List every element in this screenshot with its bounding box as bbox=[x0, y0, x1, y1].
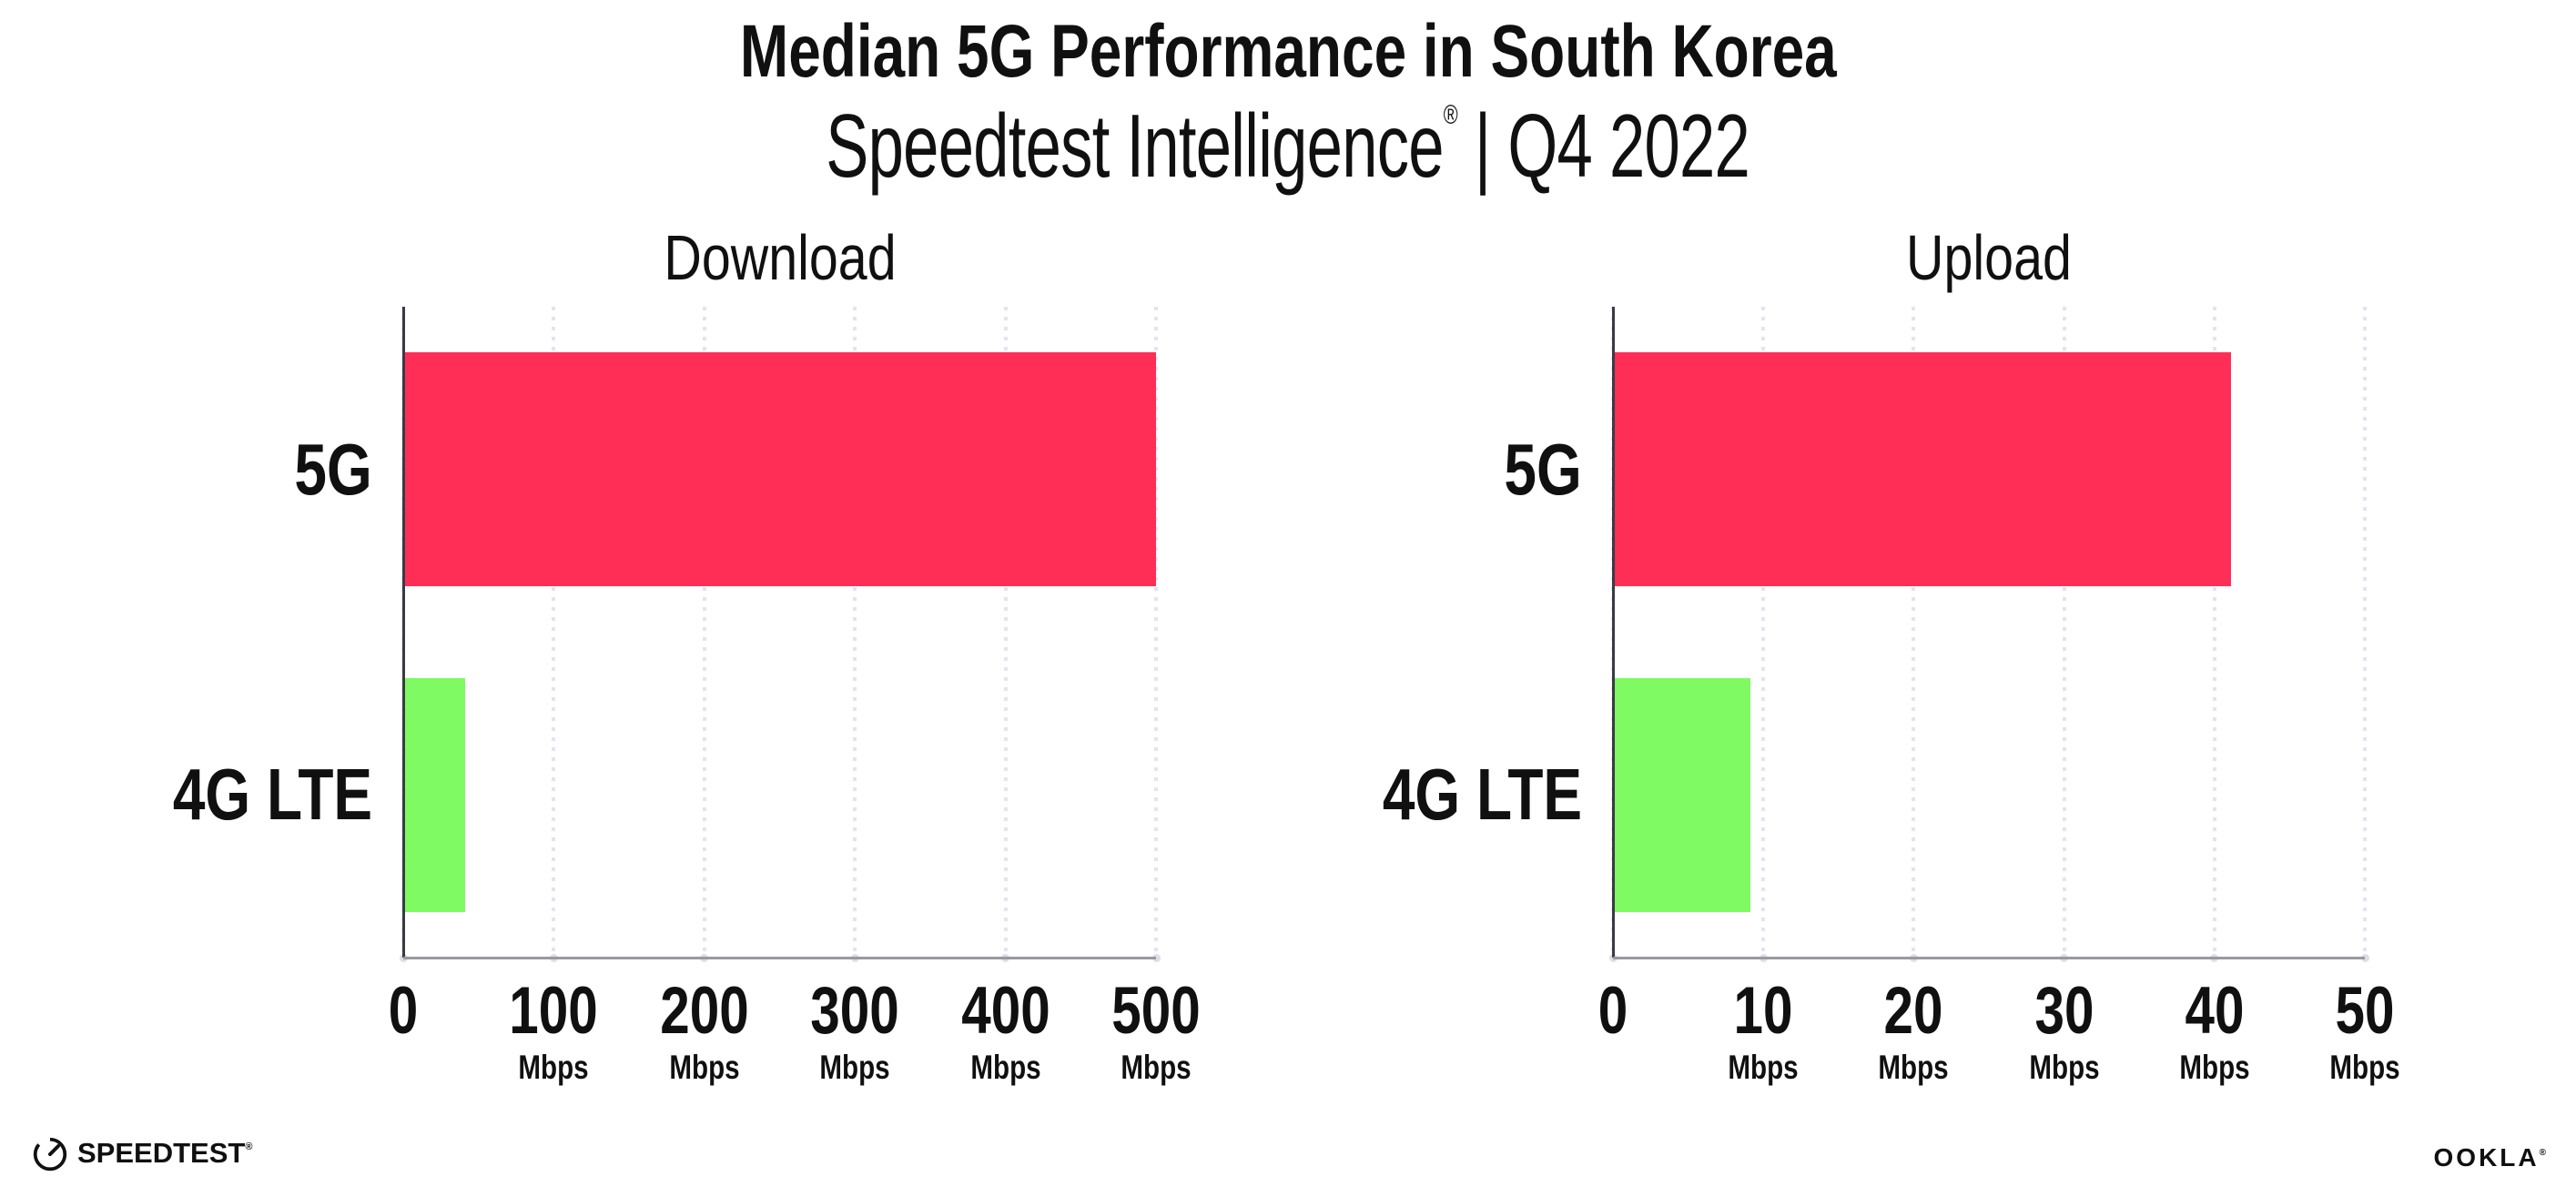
y-axis-spine bbox=[402, 307, 405, 958]
chart-section-title: Download bbox=[663, 222, 897, 293]
tick-value: 400 bbox=[960, 974, 1050, 1048]
tick-unit: Mbps bbox=[1121, 1049, 1192, 1086]
tick-value: 0 bbox=[388, 974, 419, 1048]
tick-unit: Mbps bbox=[969, 1049, 1041, 1086]
download-chart: Download 0 100 Mbps 200 Mbps 300 Mbps 400 Mbps 500… bbox=[173, 222, 1201, 1086]
gridline bbox=[2062, 307, 2066, 958]
tick-value: 50 bbox=[2335, 974, 2395, 1048]
axis-tick-label: 20 Mbps bbox=[1879, 978, 1949, 1087]
tick-value: 200 bbox=[660, 974, 749, 1048]
tick-unit: Mbps bbox=[1878, 1049, 1950, 1086]
axis-tick-label: 0 bbox=[389, 978, 418, 1044]
tick-value: 300 bbox=[810, 974, 899, 1048]
category-label: 5G bbox=[294, 428, 372, 510]
gridline bbox=[1154, 307, 1158, 958]
tick-unit: Mbps bbox=[1728, 1049, 1799, 1086]
subtitle-brand: Speedtest Intelligence bbox=[826, 96, 1445, 196]
tick-value: 30 bbox=[2034, 974, 2094, 1048]
tick-value: 500 bbox=[1111, 974, 1201, 1048]
gridline bbox=[702, 307, 706, 958]
tick-unit: Mbps bbox=[2179, 1049, 2250, 1086]
axis-tick-label: 100 Mbps bbox=[510, 978, 598, 1087]
ookla-registered-mark: ® bbox=[2539, 1148, 2549, 1158]
gridline bbox=[1003, 307, 1008, 958]
axis-tick-label: 200 Mbps bbox=[660, 978, 748, 1087]
tick-value: 100 bbox=[509, 974, 599, 1048]
bar-4g-lte bbox=[405, 677, 466, 912]
speedtest-registered-mark: ® bbox=[245, 1141, 253, 1152]
speedtest-gauge-icon bbox=[33, 1137, 67, 1172]
gridline bbox=[1912, 307, 1916, 958]
y-axis-spine bbox=[1612, 307, 1615, 958]
page-title-text: Median 5G Performance in South Korea bbox=[739, 10, 1837, 93]
gridline bbox=[2363, 307, 2367, 958]
category-label: 4G LTE bbox=[172, 754, 372, 836]
axis-tick-label: 10 Mbps bbox=[1729, 978, 1799, 1087]
ookla-logo: OOKLA® bbox=[2434, 1143, 2549, 1172]
tick-value: 10 bbox=[1733, 974, 1793, 1048]
x-axis-baseline bbox=[1613, 956, 2365, 959]
gridline bbox=[853, 307, 857, 958]
x-axis-baseline bbox=[403, 956, 1156, 959]
page-subtitle: Speedtest Intelligence® | Q4 2022 bbox=[0, 95, 2576, 198]
gridline bbox=[552, 307, 556, 958]
tick-value: 40 bbox=[2185, 974, 2245, 1048]
tick-value: 20 bbox=[1883, 974, 1943, 1048]
upload-chart: Upload 0 10 Mbps 20 Mbps 30 Mbps 40 Mbps 50 Mbps 5G 4… bbox=[1383, 222, 2400, 1086]
category-label: 5G bbox=[1504, 428, 1582, 510]
tick-unit: Mbps bbox=[2028, 1049, 2100, 1086]
axis-tick-label: 0 bbox=[1598, 978, 1628, 1044]
subtitle-period: | Q4 2022 bbox=[1457, 96, 1750, 196]
axis-tick-label: 300 Mbps bbox=[810, 978, 898, 1087]
axis-tick-label: 40 Mbps bbox=[2179, 978, 2249, 1087]
axis-tick-label: 400 Mbps bbox=[961, 978, 1050, 1087]
gridline bbox=[1761, 307, 1766, 958]
bar-4g-lte bbox=[1615, 677, 1750, 912]
gridline bbox=[2212, 307, 2216, 958]
chart-section-title: Upload bbox=[1906, 222, 2072, 293]
axis-tick-label: 30 Mbps bbox=[2029, 978, 2099, 1087]
speedtest-logo: SPEEDTEST® bbox=[31, 1134, 252, 1172]
category-label: 4G LTE bbox=[1382, 754, 1582, 836]
axis-tick-label: 500 Mbps bbox=[1111, 978, 1200, 1087]
bar-5g bbox=[1615, 352, 2232, 587]
tick-unit: Mbps bbox=[2329, 1049, 2400, 1086]
tick-unit: Mbps bbox=[819, 1049, 890, 1086]
registered-mark-icon: ® bbox=[1444, 100, 1458, 130]
speedtest-wordmark: SPEEDTEST® bbox=[77, 1137, 253, 1169]
ookla-wordmark: OOKLA® bbox=[2433, 1143, 2549, 1172]
tick-value: 0 bbox=[1597, 974, 1628, 1048]
axis-tick-dot bbox=[1151, 953, 1161, 962]
tick-unit: Mbps bbox=[518, 1049, 590, 1086]
axis-tick-label: 50 Mbps bbox=[2329, 978, 2399, 1087]
tick-unit: Mbps bbox=[669, 1049, 740, 1086]
axis-tick-dot bbox=[2360, 953, 2369, 962]
bar-5g bbox=[405, 352, 1157, 587]
page-title: Median 5G Performance in South Korea bbox=[0, 9, 2576, 95]
